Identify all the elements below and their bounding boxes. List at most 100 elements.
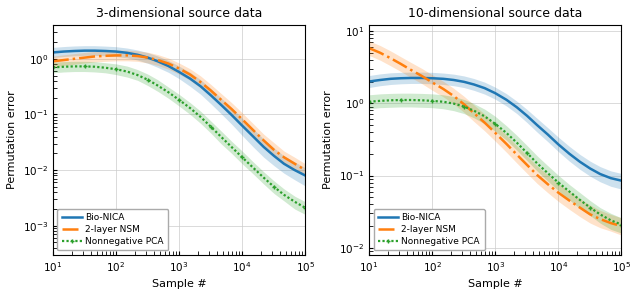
Nonnegative PCA (450, 102, 457, 105)
Nonnegative PCA (491, 122, 499, 126)
Bio-NICA (165, 64, 172, 68)
Bio-NICA (481, 86, 489, 90)
2-layer NSM (566, 199, 574, 202)
Bio-NICA (397, 76, 404, 80)
Nonnegative PCA (566, 190, 574, 193)
2-layer NSM (554, 191, 562, 194)
2-layer NSM (586, 213, 594, 216)
Nonnegative PCA (407, 98, 415, 102)
2-layer NSM (186, 73, 194, 76)
Bio-NICA (387, 77, 394, 81)
2-layer NSM (513, 153, 521, 156)
2-layer NSM (460, 102, 468, 106)
Bio-NICA (365, 80, 373, 83)
2-layer NSM (450, 94, 457, 98)
Bio-NICA (60, 50, 68, 53)
Y-axis label: Permutation error: Permutation error (7, 91, 17, 189)
Title: 3-dimensional source data: 3-dimensional source data (96, 7, 262, 20)
Bio-NICA (607, 176, 614, 180)
Bio-NICA (239, 124, 246, 127)
Bio-NICA (49, 51, 57, 54)
2-layer NSM (376, 51, 384, 54)
2-layer NSM (576, 206, 584, 209)
Nonnegative PCA (144, 78, 152, 81)
2-layer NSM (387, 57, 394, 60)
Nonnegative PCA (197, 115, 204, 119)
Line: Bio-NICA: Bio-NICA (369, 78, 621, 181)
2-layer NSM (239, 118, 246, 121)
2-layer NSM (418, 74, 426, 78)
Bio-NICA (376, 78, 384, 82)
Bio-NICA (186, 77, 194, 81)
2-layer NSM (270, 148, 278, 152)
2-layer NSM (544, 182, 552, 186)
Bio-NICA (576, 160, 584, 164)
Bio-NICA (554, 143, 562, 146)
Nonnegative PCA (165, 91, 172, 94)
Nonnegative PCA (71, 65, 78, 68)
Nonnegative PCA (387, 99, 394, 102)
2-layer NSM (154, 58, 161, 62)
2-layer NSM (503, 142, 510, 146)
Bio-NICA (301, 174, 309, 177)
Nonnegative PCA (249, 166, 257, 170)
X-axis label: Sample #: Sample # (468, 279, 523, 289)
Nonnegative PCA (217, 135, 225, 138)
Nonnegative PCA (175, 98, 183, 102)
Bio-NICA (91, 49, 98, 52)
Bio-NICA (470, 83, 478, 86)
Nonnegative PCA (544, 171, 552, 175)
Bio-NICA (260, 145, 267, 149)
Bio-NICA (280, 162, 288, 165)
2-layer NSM (470, 111, 478, 115)
Nonnegative PCA (428, 99, 436, 103)
Nonnegative PCA (49, 66, 57, 69)
2-layer NSM (49, 59, 57, 63)
Nonnegative PCA (376, 99, 384, 103)
2-layer NSM (365, 46, 373, 50)
Nonnegative PCA (186, 106, 194, 110)
Nonnegative PCA (460, 105, 468, 108)
Line: 2-layer NSM: 2-layer NSM (53, 55, 305, 170)
Nonnegative PCA (576, 198, 584, 202)
Bio-NICA (134, 53, 142, 57)
2-layer NSM (291, 162, 299, 165)
Bio-NICA (544, 133, 552, 136)
2-layer NSM (144, 56, 152, 59)
Legend: Bio-NICA, 2-layer NSM, Nonnegative PCA: Bio-NICA, 2-layer NSM, Nonnegative PCA (57, 209, 168, 250)
Nonnegative PCA (365, 100, 373, 104)
2-layer NSM (175, 67, 183, 70)
Bio-NICA (197, 85, 204, 88)
2-layer NSM (112, 54, 120, 57)
Nonnegative PCA (503, 131, 510, 135)
Nonnegative PCA (228, 145, 235, 149)
Bio-NICA (450, 78, 457, 82)
Nonnegative PCA (207, 125, 215, 128)
Nonnegative PCA (112, 67, 120, 71)
Line: Bio-NICA: Bio-NICA (53, 51, 305, 176)
2-layer NSM (491, 131, 499, 135)
Nonnegative PCA (533, 162, 541, 165)
Bio-NICA (407, 76, 415, 80)
Bio-NICA (440, 77, 447, 81)
Bio-NICA (513, 105, 521, 109)
2-layer NSM (101, 54, 109, 58)
Nonnegative PCA (523, 151, 531, 155)
Bio-NICA (418, 76, 426, 80)
Nonnegative PCA (470, 109, 478, 112)
2-layer NSM (207, 89, 215, 92)
2-layer NSM (428, 81, 436, 84)
X-axis label: Sample #: Sample # (152, 279, 207, 289)
2-layer NSM (134, 54, 142, 58)
Bio-NICA (491, 91, 499, 95)
Bio-NICA (460, 80, 468, 83)
Bio-NICA (503, 98, 510, 102)
Nonnegative PCA (597, 213, 604, 216)
Line: 2-layer NSM: 2-layer NSM (369, 48, 621, 226)
2-layer NSM (280, 155, 288, 159)
Bio-NICA (101, 49, 109, 53)
Nonnegative PCA (291, 200, 299, 204)
2-layer NSM (407, 68, 415, 72)
2-layer NSM (165, 62, 172, 65)
Bio-NICA (270, 154, 278, 158)
